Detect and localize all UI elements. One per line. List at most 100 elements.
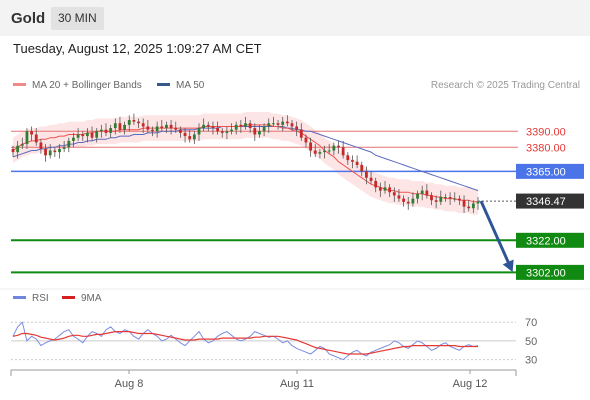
candle-body: [323, 150, 326, 153]
candle: [179, 126, 182, 138]
candle-body: [262, 126, 266, 132]
candle: [323, 145, 326, 159]
candle-body: [430, 195, 433, 201]
candle: [337, 140, 340, 154]
level-tag-3322.00: [516, 232, 584, 248]
candle: [146, 120, 150, 133]
legend-ma50: MA 50: [157, 80, 204, 91]
rsi-tick-30: 30: [525, 355, 537, 367]
ma50-swatch: [157, 82, 170, 86]
ma20-swatch: [13, 82, 26, 86]
candle-body: [476, 201, 480, 204]
timestamp: Tuesday, August 12, 2025 1:09:27 AM CET: [13, 41, 262, 56]
forecast-arrow-head: [502, 259, 514, 273]
candle: [430, 192, 433, 206]
candle: [392, 187, 396, 202]
candle: [197, 123, 201, 141]
candle: [25, 128, 29, 149]
candle: [453, 192, 457, 202]
candle-body: [351, 160, 354, 162]
candle: [155, 121, 159, 138]
candle-body: [34, 134, 38, 143]
rsi-swatch: [13, 295, 26, 299]
candle: [151, 126, 154, 137]
candle: [34, 128, 38, 146]
candle-body: [58, 148, 61, 153]
candle-body: [327, 150, 331, 152]
candle: [402, 195, 405, 207]
rsi-ma-swatch: [62, 295, 75, 299]
candle: [165, 121, 168, 133]
candle-body: [141, 123, 145, 127]
candle: [365, 166, 368, 185]
candle-body: [253, 128, 257, 135]
candle-body: [220, 131, 224, 133]
rsi-line: [12, 321, 479, 361]
candle: [397, 189, 401, 202]
candle-body: [211, 126, 215, 129]
candle: [388, 184, 392, 198]
rsi-ma-line: [12, 331, 478, 355]
candle: [341, 140, 345, 159]
candle-body: [53, 150, 57, 153]
candle: [192, 131, 196, 145]
candle-body: [272, 123, 275, 125]
candle-body: [113, 123, 117, 129]
candle: [313, 144, 317, 157]
candle-body: [453, 198, 457, 200]
candle-body: [123, 124, 126, 130]
candle: [141, 118, 145, 133]
candle: [62, 140, 66, 153]
candle: [253, 123, 257, 141]
candle-body: [146, 126, 150, 130]
candle: [99, 124, 103, 138]
legend-ma20-bb: MA 20 + Bollinger Bands: [13, 80, 142, 91]
candle: [95, 128, 99, 143]
level-label-3365.00: 3365.00: [526, 166, 566, 178]
candle: [383, 180, 387, 194]
candle-body: [467, 206, 471, 209]
level-label-3390.00: 3390.00: [526, 126, 566, 138]
legend-ma20-label: MA 20 + Bollinger Bands: [32, 80, 142, 91]
candle-body: [388, 187, 392, 193]
candle: [420, 185, 424, 201]
candle-body: [202, 124, 206, 129]
candle-body: [462, 200, 466, 207]
candle-body: [234, 124, 238, 130]
candle: [211, 121, 215, 135]
candle-body: [378, 187, 382, 191]
candle: [16, 140, 20, 159]
candle-body: [420, 190, 424, 194]
candle: [76, 128, 80, 141]
level-label-3322.00: 3322.00: [526, 235, 566, 247]
candle-body: [360, 164, 364, 172]
candle-body: [383, 187, 387, 191]
candle: [169, 120, 173, 135]
x-tick-label: Aug 12: [453, 378, 488, 390]
forecast-arrow-line: [479, 200, 513, 269]
candle-body: [244, 123, 247, 127]
candle-body: [86, 132, 89, 137]
candle-body: [183, 132, 187, 137]
candle-body: [230, 129, 233, 132]
candle-body: [104, 129, 108, 133]
candle: [290, 120, 294, 132]
candle: [230, 123, 233, 135]
candle-body: [458, 198, 461, 201]
candle: [109, 124, 113, 138]
timeframe-button[interactable]: 30 MIN: [51, 7, 104, 30]
candle: [53, 147, 57, 157]
candle-body: [20, 144, 24, 146]
candle-body: [299, 129, 303, 138]
candle-body: [248, 123, 252, 129]
candle-body: [313, 150, 317, 154]
candle: [220, 128, 224, 138]
x-tick-label: Aug 8: [115, 378, 144, 390]
candle: [332, 142, 336, 156]
candle: [346, 152, 350, 165]
candle-body: [471, 203, 475, 209]
candle: [444, 193, 447, 202]
candle-body: [132, 120, 136, 122]
candle-body: [76, 134, 80, 138]
